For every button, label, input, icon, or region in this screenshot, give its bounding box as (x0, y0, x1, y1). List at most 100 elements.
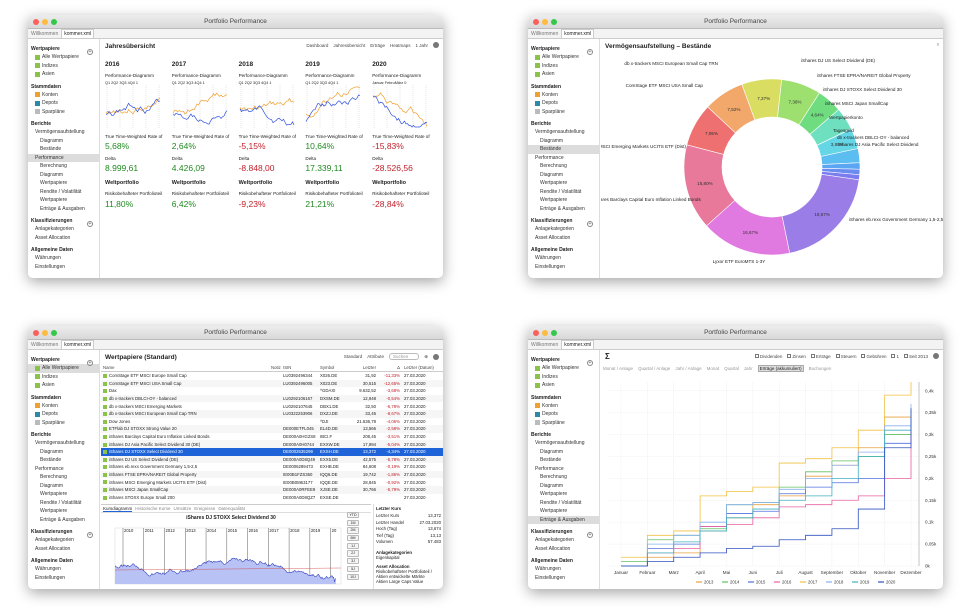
toolbar-view[interactable]: Standard (343, 354, 363, 359)
toolbar-item[interactable]: Zinsen (787, 354, 806, 359)
title-bar[interactable]: Portfolio Performance (28, 326, 443, 340)
sidebar-item[interactable]: Anlagekategorien (28, 225, 99, 234)
sidebar-item[interactable]: Asset Allocation (528, 234, 599, 243)
gear-icon[interactable] (933, 353, 939, 359)
sidebar-item[interactable]: Vermögensaufstellung (528, 439, 599, 448)
range-button[interactable]: 1J (347, 542, 359, 549)
tab-file[interactable]: kommer.xml (561, 340, 595, 349)
sum-icon[interactable]: Σ (605, 352, 610, 361)
sidebar-item[interactable]: Depots (528, 410, 599, 419)
sidebar-item[interactable]: Wertpapiere (28, 179, 99, 188)
table-row[interactable]: Dow Jones ^DJI 21.636,78 -4,06% 27.03.2020 (101, 418, 443, 426)
window-controls[interactable] (533, 330, 557, 336)
sidebar-item[interactable]: Erträge & Ausgaben (528, 205, 599, 214)
sidebar-item[interactable]: Berechnung (28, 162, 99, 171)
sidebar-item[interactable]: Asien (528, 381, 599, 390)
sidebar-item[interactable]: Diagramm (528, 482, 599, 491)
range-button[interactable]: 2J (347, 550, 359, 557)
tab-file[interactable]: kommer.xml (561, 29, 595, 38)
gear-icon[interactable] (433, 353, 439, 360)
range-button[interactable]: 3J (347, 558, 359, 565)
search-input[interactable]: Suchen (388, 353, 420, 360)
tab-welcome[interactable]: Willkommen (531, 30, 559, 37)
sidebar-item[interactable]: Anlagekategorien (528, 225, 599, 234)
window-controls[interactable] (33, 19, 57, 25)
add-icon[interactable]: + (587, 221, 593, 227)
sidebar-item[interactable]: Alle Wertpapiere (28, 53, 99, 62)
detail-tab[interactable]: Kursdiagramm (103, 505, 133, 512)
sidebar-item[interactable]: Berechnung (28, 473, 99, 482)
title-bar[interactable]: Portfolio Performance (528, 326, 943, 340)
view-option[interactable]: Monat / Anlage (603, 366, 634, 371)
sidebar-item[interactable]: Asset Allocation (28, 545, 99, 554)
sidebar-item[interactable]: Berechnung (528, 162, 599, 171)
table-row[interactable]: Dax ^GDAXI 9.632,52 -3,68% 27.03.2020 (101, 387, 443, 395)
sidebar-item[interactable]: Diagramm (528, 137, 599, 146)
sidebar-item[interactable]: Rendite / Volatilität (528, 188, 599, 197)
sidebar-item[interactable]: Vermögensaufstellung (528, 128, 599, 137)
sidebar-item[interactable]: Konten (528, 91, 599, 100)
tab-welcome[interactable]: Willkommen (531, 341, 559, 348)
tab-welcome[interactable]: Willkommen (31, 341, 59, 348)
sidebar-item[interactable]: Diagramm (28, 482, 99, 491)
sidebar-item[interactable]: Diagramm (28, 171, 99, 180)
sidebar-item[interactable]: Indizes (28, 373, 99, 382)
sidebar-item[interactable]: Bestände (28, 456, 99, 465)
range-button[interactable]: 5J (347, 565, 359, 572)
sidebar-item[interactable]: Performance (28, 153, 99, 162)
title-bar[interactable]: Portfolio Performance (528, 15, 943, 29)
table-row[interactable]: iShares STOXX Europe Small 200 DE000A0D8Q… (101, 494, 443, 502)
table-row[interactable]: iShares Barclays Capital Euro Inflation … (101, 433, 443, 441)
toolbar-dashboard[interactable]: Dashboard (306, 42, 329, 48)
add-icon[interactable]: + (87, 360, 93, 366)
add-icon[interactable]: + (87, 532, 93, 538)
sidebar-item[interactable]: Rendite / Volatilität (28, 188, 99, 197)
window-controls[interactable] (533, 19, 557, 25)
sidebar-item[interactable]: Erträge & Ausgaben (528, 515, 599, 524)
sidebar-item[interactable]: Vermögensaufstellung (28, 128, 99, 137)
table-row[interactable]: iShares DJ US Select Dividend (DE) DE000A… (101, 455, 443, 464)
table-row[interactable]: ComStage ETF MSCI USA Small Cap LU0392496… (101, 379, 443, 388)
toolbar-item[interactable]: Steuern (835, 354, 856, 359)
sidebar-item[interactable]: Konten (28, 91, 99, 100)
sidebar-item[interactable]: Diagramm (528, 171, 599, 180)
sidebar-item[interactable]: Depots (28, 99, 99, 108)
toolbar-period[interactable]: 1 Jahr (415, 42, 428, 48)
add-icon[interactable]: + (87, 221, 93, 227)
sidebar-item[interactable]: Sparpläne (28, 419, 99, 428)
range-button[interactable]: 1M (347, 519, 359, 526)
sidebar-item[interactable]: Erträge & Ausgaben (28, 516, 99, 525)
sidebar-item[interactable]: Wertpapiere (28, 507, 99, 516)
sidebar-item[interactable]: Alle Wertpapiere (528, 364, 599, 373)
table-row[interactable]: db x-trackers DBLCI-OY - balanced LU02921… (101, 394, 443, 403)
table-row[interactable]: iShares MSCI Emerging Markets UCITS ETF … (101, 478, 443, 486)
sidebar-item[interactable]: Rendite / Volatilität (28, 499, 99, 508)
sidebar-item[interactable]: Bestände (528, 145, 599, 154)
sidebar-item[interactable]: Indizes (28, 62, 99, 71)
sidebar-item[interactable]: Wertpapiere (528, 196, 599, 205)
add-icon[interactable]: + (587, 360, 593, 366)
sidebar-item[interactable]: Währungen (28, 565, 99, 574)
column-header[interactable]: Notiz (271, 365, 281, 370)
toolbar-item[interactable]: Erträge (810, 354, 831, 359)
view-option[interactable]: Jahr (743, 366, 753, 371)
view-option[interactable]: Erträge (akkumuliert) (757, 365, 804, 372)
sidebar-item[interactable]: Indizes (528, 373, 599, 382)
sidebar-item[interactable]: Wertpapiere (28, 490, 99, 499)
table-row[interactable]: iShares eb.rexx Government Germany 1,5-2… (101, 463, 443, 471)
toolbar-item[interactable]: Seit 2013 (903, 354, 928, 359)
detail-tab[interactable]: Historische Kurse (135, 506, 171, 511)
tab-file[interactable]: kommer.xml (61, 29, 95, 38)
sidebar-item[interactable]: Wertpapiere (528, 179, 599, 188)
sidebar-item[interactable]: Einstellungen (28, 263, 99, 272)
sidebar-item[interactable]: Währungen (528, 565, 599, 574)
detail-tab[interactable]: Ereignisse (194, 506, 216, 511)
toolbar-ertraege[interactable]: Erträge (370, 42, 385, 48)
detail-tab[interactable]: Datenqualität (218, 506, 245, 511)
tab-file[interactable]: kommer.xml (61, 340, 95, 349)
table-row[interactable]: ETFlab DJ STOXX Strong Value 20 DE000ETFL… (101, 425, 443, 433)
sidebar-item[interactable]: Asien (28, 70, 99, 79)
range-button[interactable]: 6M (347, 535, 359, 542)
toolbar-heatmaps[interactable]: Heatmaps (389, 42, 411, 48)
sidebar-item[interactable]: Asien (28, 381, 99, 390)
